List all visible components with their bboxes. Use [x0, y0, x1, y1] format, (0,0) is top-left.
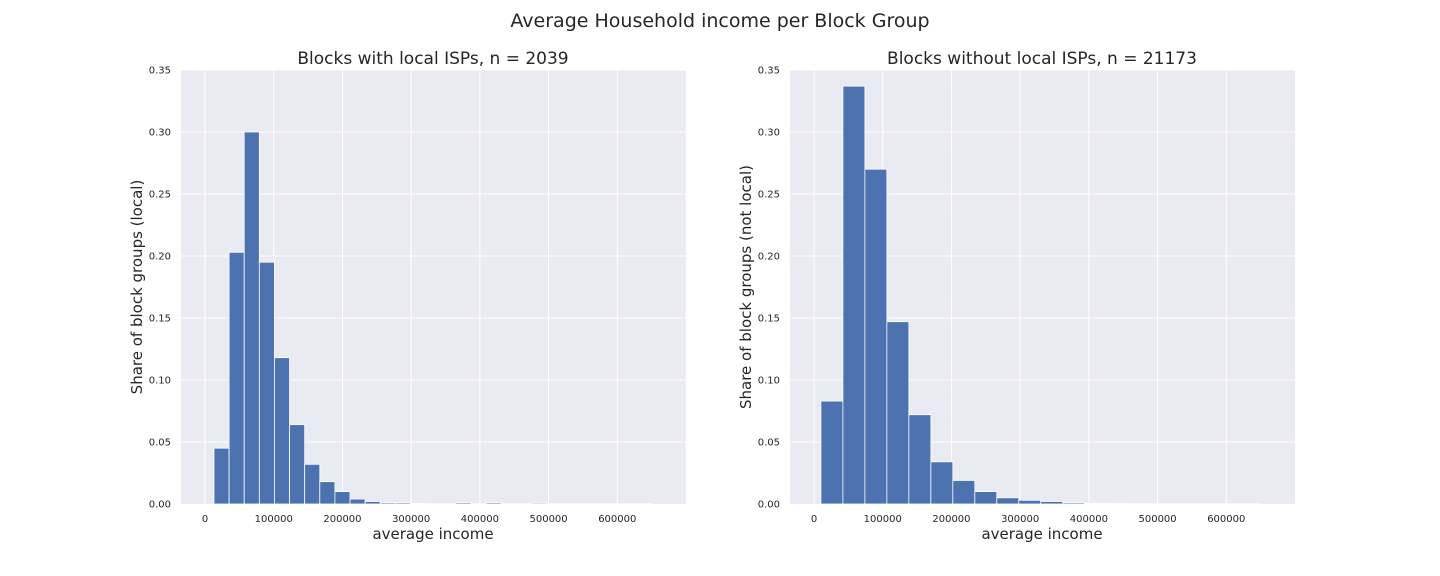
histogram-bar: [930, 461, 954, 505]
histogram-bar: [485, 502, 502, 505]
histogram-bar: [864, 168, 888, 505]
histogram-bar: [304, 463, 321, 505]
histogram-bar: [952, 480, 976, 505]
chart-local-x-ticks: 0 100000 200000 300000 400000 500000 600000: [202, 514, 637, 525]
chart-not-local-x-label: average income: [981, 525, 1102, 543]
histogram-bar: [349, 498, 366, 505]
histogram-bar: [213, 447, 230, 505]
y-tick-label: 0.05: [149, 438, 171, 449]
x-tick-label: 600000: [598, 514, 636, 525]
y-tick-label: 0.15: [149, 314, 171, 325]
figure-title: Average Household income per Block Group: [510, 10, 929, 32]
histogram-bar: [410, 502, 426, 505]
histogram-bar: [289, 424, 306, 505]
x-tick-label: 600000: [1207, 514, 1245, 525]
histogram-bar: [820, 400, 844, 505]
histogram-bar: [974, 491, 998, 505]
x-tick-label: 0: [811, 514, 817, 525]
histogram-bar: [1062, 502, 1086, 505]
y-tick-label: 0.30: [149, 128, 171, 139]
histogram-bar: [274, 357, 290, 505]
chart-local-bars: [213, 131, 653, 505]
chart-local-title: Blocks with local ISPs, n = 2039: [297, 49, 568, 69]
x-tick-label: 500000: [1138, 514, 1176, 525]
histogram-bar: [996, 497, 1020, 505]
y-tick-label: 0.10: [149, 376, 171, 387]
histogram-bar: [258, 261, 275, 505]
x-tick-label: 100000: [255, 514, 293, 525]
chart-not-local: Blocks without local ISPs, n = 21173 0 10…: [737, 49, 1295, 543]
y-tick-label: 0.10: [758, 376, 780, 387]
histogram-bar: [228, 251, 245, 505]
x-tick-label: 400000: [461, 514, 499, 525]
chart-not-local-bars: [820, 85, 1262, 505]
x-tick-label: 300000: [1001, 514, 1039, 525]
y-tick-label: 0.25: [758, 190, 780, 201]
chart-not-local-y-label: Share of block groups (not local): [737, 165, 755, 409]
x-tick-label: 100000: [864, 514, 902, 525]
histogram-bar: [319, 481, 336, 505]
x-tick-label: 300000: [392, 514, 430, 525]
y-tick-label: 0.15: [758, 314, 780, 325]
x-tick-label: 500000: [529, 514, 567, 525]
histogram-bar: [1040, 501, 1064, 505]
histogram-bar: [243, 131, 260, 505]
histogram-bar: [1084, 502, 1108, 505]
chart-local-x-label: average income: [372, 525, 493, 543]
y-tick-label: 0.20: [758, 252, 780, 263]
histogram-bar: [908, 414, 932, 505]
y-tick-label: 0.00: [758, 500, 780, 511]
histogram-bar: [455, 502, 472, 505]
chart-not-local-x-ticks: 0 100000 200000 300000 400000 500000 600000: [811, 514, 1246, 525]
y-tick-label: 0.25: [149, 190, 171, 201]
histogram-bar: [394, 502, 411, 505]
x-tick-label: 400000: [1070, 514, 1108, 525]
y-tick-label: 0.00: [149, 500, 171, 511]
chart-not-local-y-ticks: 0.00 0.05 0.10 0.15 0.20 0.25 0.30 0.35: [758, 66, 780, 511]
histogram-bar: [842, 85, 866, 505]
histogram-bar: [531, 502, 547, 505]
y-tick-label: 0.05: [758, 438, 780, 449]
histogram-bar: [379, 502, 396, 505]
x-tick-label: 200000: [932, 514, 970, 525]
y-tick-label: 0.35: [149, 66, 171, 77]
histogram-bar: [334, 491, 351, 505]
chart-local-y-ticks: 0.00 0.05 0.10 0.15 0.20 0.25 0.30 0.35: [149, 66, 171, 511]
y-tick-label: 0.30: [758, 128, 780, 139]
x-tick-label: 0: [202, 514, 208, 525]
y-tick-label: 0.20: [149, 252, 171, 263]
histogram-bar: [886, 321, 910, 505]
histogram-bar: [1018, 499, 1042, 505]
y-tick-label: 0.35: [758, 66, 780, 77]
x-tick-label: 200000: [323, 514, 361, 525]
chart-local-y-label: Share of block groups (local): [128, 180, 146, 395]
histogram-bar: [364, 501, 381, 505]
chart-local: Blocks with local ISPs, n = 2039 0 100000…: [128, 49, 686, 543]
chart-not-local-title: Blocks without local ISPs, n = 21173: [887, 49, 1197, 69]
